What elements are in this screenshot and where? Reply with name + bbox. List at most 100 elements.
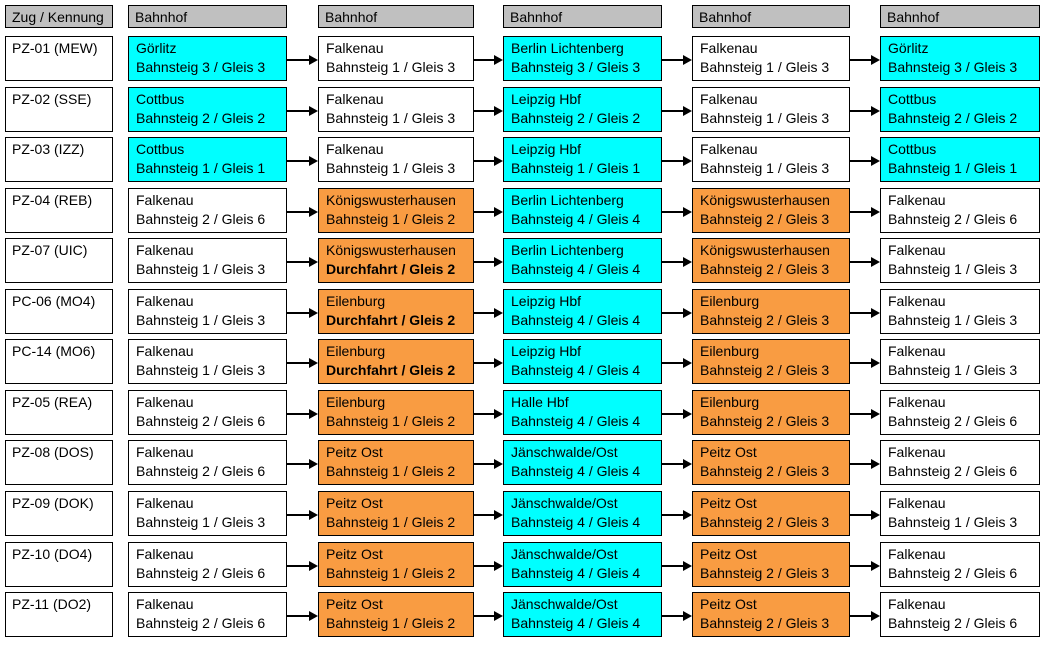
station-name: Eilenburg <box>700 394 760 410</box>
train-id-box: PC-14 (MO6) <box>5 339 113 384</box>
station-box: Falkenau Bahnsteig 1 / Gleis 3 <box>880 238 1040 283</box>
flow-arrow <box>474 409 503 419</box>
station-box: Peitz Ost Bahnsteig 1 / Gleis 2 <box>318 592 474 637</box>
flow-arrow <box>287 207 318 217</box>
station-box: Falkenau Bahnsteig 2 / Gleis 6 <box>128 592 287 637</box>
flow-arrow <box>662 106 692 116</box>
station-name: Görlitz <box>888 40 929 56</box>
train-id-box: PZ-04 (REB) <box>5 188 113 233</box>
platform-label: Bahnsteig 2 / Gleis 3 <box>700 615 830 631</box>
station-box: Jänschwalde/Ost Bahnsteig 4 / Gleis 4 <box>503 592 662 637</box>
platform-label: Durchfahrt / Gleis 2 <box>326 362 456 378</box>
flow-arrow <box>662 409 692 419</box>
station-name: Leipzig Hbf <box>511 343 582 359</box>
platform-label: Bahnsteig 1 / Gleis 3 <box>326 110 456 126</box>
train-id-label: PZ-10 (DO4) <box>12 546 93 562</box>
platform-label: Bahnsteig 1 / Gleis 2 <box>326 514 456 530</box>
platform-label: Bahnsteig 2 / Gleis 3 <box>700 362 830 378</box>
station-box: Falkenau Bahnsteig 2 / Gleis 6 <box>128 390 287 435</box>
flow-arrow <box>850 207 880 217</box>
station-box: Cottbus Bahnsteig 1 / Gleis 1 <box>128 137 287 182</box>
platform-label: Bahnsteig 2 / Gleis 6 <box>888 615 1018 631</box>
flow-arrow <box>474 358 503 368</box>
flow-arrow <box>287 106 318 116</box>
station-box: Falkenau Bahnsteig 1 / Gleis 3 <box>318 36 474 81</box>
station-name: Falkenau <box>136 546 194 562</box>
station-box: Berlin Lichtenberg Bahnsteig 3 / Gleis 3 <box>503 36 662 81</box>
platform-label: Bahnsteig 1 / Gleis 3 <box>136 514 266 530</box>
platform-label: Bahnsteig 1 / Gleis 3 <box>700 160 830 176</box>
station-name: Königswusterhausen <box>700 242 830 258</box>
train-id-label: PZ-09 (DOK) <box>12 495 94 511</box>
station-box: Eilenburg Durchfahrt / Gleis 2 <box>318 339 474 384</box>
platform-label: Bahnsteig 1 / Gleis 2 <box>326 211 456 227</box>
platform-label: Bahnsteig 1 / Gleis 3 <box>136 362 266 378</box>
platform-label: Bahnsteig 4 / Gleis 4 <box>511 615 641 631</box>
flow-arrow <box>287 358 318 368</box>
station-name: Eilenburg <box>700 343 760 359</box>
flow-arrow <box>474 55 503 65</box>
station-box: Falkenau Bahnsteig 2 / Gleis 6 <box>880 542 1040 587</box>
station-name: Cottbus <box>136 91 185 107</box>
station-box: Peitz Ost Bahnsteig 1 / Gleis 2 <box>318 542 474 587</box>
train-id-label: PZ-11 (DO2) <box>12 596 92 612</box>
flow-arrow <box>474 207 503 217</box>
station-name: Falkenau <box>700 40 758 56</box>
flow-arrow <box>474 106 503 116</box>
station-box: Berlin Lichtenberg Bahnsteig 4 / Gleis 4 <box>503 188 662 233</box>
station-box: Peitz Ost Bahnsteig 2 / Gleis 3 <box>692 592 850 637</box>
station-name: Falkenau <box>326 40 384 56</box>
flow-arrow <box>287 257 318 267</box>
platform-label: Bahnsteig 3 / Gleis 3 <box>136 59 266 75</box>
platform-label: Bahnsteig 1 / Gleis 3 <box>136 261 266 277</box>
station-box: Falkenau Bahnsteig 1 / Gleis 3 <box>128 491 287 536</box>
train-id-box: PZ-05 (REA) <box>5 390 113 435</box>
station-box: Cottbus Bahnsteig 1 / Gleis 1 <box>880 137 1040 182</box>
station-box: Leipzig Hbf Bahnsteig 4 / Gleis 4 <box>503 339 662 384</box>
station-box: Eilenburg Bahnsteig 1 / Gleis 2 <box>318 390 474 435</box>
flow-arrow <box>850 55 880 65</box>
station-name: Cottbus <box>888 141 937 157</box>
station-box: Falkenau Bahnsteig 2 / Gleis 6 <box>880 592 1040 637</box>
station-name: Peitz Ost <box>700 495 757 511</box>
platform-label: Bahnsteig 2 / Gleis 6 <box>136 413 266 429</box>
station-name: Peitz Ost <box>326 444 383 460</box>
flow-arrow <box>850 257 880 267</box>
train-id-box: PZ-09 (DOK) <box>5 491 113 536</box>
flow-arrow <box>287 55 318 65</box>
station-box: Peitz Ost Bahnsteig 2 / Gleis 3 <box>692 542 850 587</box>
platform-label: Bahnsteig 1 / Gleis 3 <box>700 59 830 75</box>
platform-label: Bahnsteig 1 / Gleis 3 <box>888 261 1018 277</box>
station-name: Cottbus <box>888 91 937 107</box>
station-box: Jänschwalde/Ost Bahnsteig 4 / Gleis 4 <box>503 440 662 485</box>
station-name: Jänschwalde/Ost <box>511 596 618 612</box>
train-id-box: PZ-11 (DO2) <box>5 592 113 637</box>
station-name: Jänschwalde/Ost <box>511 444 618 460</box>
flow-arrow <box>474 156 503 166</box>
station-name: Falkenau <box>136 192 194 208</box>
station-box: Jänschwalde/Ost Bahnsteig 4 / Gleis 4 <box>503 491 662 536</box>
platform-label: Bahnsteig 1 / Gleis 2 <box>326 615 456 631</box>
platform-label: Bahnsteig 4 / Gleis 4 <box>511 261 641 277</box>
station-box: Halle Hbf Bahnsteig 4 / Gleis 4 <box>503 390 662 435</box>
station-box: Leipzig Hbf Bahnsteig 4 / Gleis 4 <box>503 289 662 334</box>
platform-label: Bahnsteig 1 / Gleis 3 <box>888 312 1018 328</box>
station-box: Königswusterhausen Bahnsteig 2 / Gleis 3 <box>692 188 850 233</box>
station-box: Berlin Lichtenberg Bahnsteig 4 / Gleis 4 <box>503 238 662 283</box>
flow-arrow <box>662 459 692 469</box>
header-station-column: Bahnhof <box>692 5 850 28</box>
train-id-label: PC-14 (MO6) <box>12 343 96 359</box>
station-name: Falkenau <box>888 495 946 511</box>
platform-label: Bahnsteig 1 / Gleis 3 <box>888 362 1018 378</box>
station-box: Königswusterhausen Bahnsteig 1 / Gleis 2 <box>318 188 474 233</box>
train-id-label: PZ-03 (IZZ) <box>12 141 85 157</box>
station-box: Falkenau Bahnsteig 2 / Gleis 6 <box>880 440 1040 485</box>
station-name: Peitz Ost <box>700 444 757 460</box>
platform-label: Bahnsteig 2 / Gleis 6 <box>888 413 1018 429</box>
station-name: Falkenau <box>888 192 946 208</box>
flow-arrow <box>850 510 880 520</box>
platform-label: Bahnsteig 1 / Gleis 2 <box>326 463 456 479</box>
platform-label: Bahnsteig 2 / Gleis 6 <box>136 565 266 581</box>
train-id-label: PZ-05 (REA) <box>12 394 93 410</box>
train-id-label: PZ-02 (SSE) <box>12 91 92 107</box>
